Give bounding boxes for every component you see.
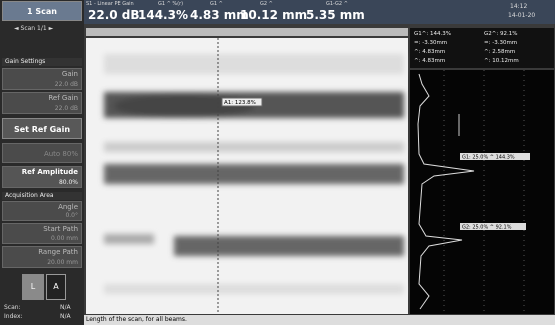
reading-value: 22.0 dB xyxy=(88,8,140,22)
label: Start Path xyxy=(43,225,78,233)
reading-value: 144.3% xyxy=(138,8,188,22)
value: 22.0 dB xyxy=(55,81,78,88)
label: Range Path xyxy=(38,248,78,256)
value: N/A xyxy=(60,304,71,311)
menu-item[interactable]: Ref Gain 22.0 dB xyxy=(2,92,82,114)
reading-value: 5.35 mm xyxy=(306,8,365,22)
label: Scan: xyxy=(4,304,21,311)
readout: =: -3.30mm xyxy=(414,40,447,46)
label: Ref Gain xyxy=(48,94,78,102)
value: 22.0 dB xyxy=(55,105,78,112)
readout: G2^: 92.1% xyxy=(484,31,517,37)
section-header: Gain Settings xyxy=(2,58,82,66)
status-text: Length of the scan, for all beams. xyxy=(86,316,187,323)
view-button[interactable]: A xyxy=(46,274,66,300)
value: 0.0° xyxy=(65,212,78,219)
readout: ^: 10.12mm xyxy=(484,58,519,64)
reading-label: G2 ^ xyxy=(260,1,273,7)
scan-selector[interactable]: ◄ Scan 1/1 ► xyxy=(14,25,53,32)
menu-item[interactable]: Gain 22.0 dB xyxy=(2,68,82,90)
screen: 1 Scan ◄ Scan 1/1 ► Gain Settings Gain 22… xyxy=(0,0,555,325)
readout: ^: 2.58mm xyxy=(484,49,515,55)
reading-label: G1-G2 ^ xyxy=(326,1,348,7)
gate-label: G1: 25.0% ^ 144.3% xyxy=(462,155,515,161)
button[interactable]: Set Ref Gain xyxy=(2,118,82,139)
label: Gain xyxy=(62,70,78,78)
time: 14:12 xyxy=(510,3,527,10)
gate-label: G2: 25.0% ^ 92.1% xyxy=(462,225,512,231)
readout: G1^: 144.3% xyxy=(414,31,451,37)
views: A1: 123.8% G1^: 144.3% G2^: 92.1% =: -3.30… xyxy=(84,24,555,315)
readout: ^: 4.83mm xyxy=(414,58,445,64)
group-label: S1 - Linear PE Gain xyxy=(86,1,134,7)
label: Angle xyxy=(58,203,78,211)
value: 20.00 mm xyxy=(47,259,78,266)
label: Auto 80% xyxy=(44,150,78,158)
reading-label: G1 ^ xyxy=(210,1,223,7)
date: 14-01-20 xyxy=(508,12,535,19)
label: Index: xyxy=(4,313,23,320)
value: 80.0% xyxy=(59,179,78,186)
menu-item[interactable]: Start Path 0.00 mm xyxy=(2,223,82,244)
menu-item[interactable]: Auto 80% xyxy=(2,143,82,163)
view-button[interactable]: L xyxy=(22,274,44,300)
readout: =: -3.30mm xyxy=(484,40,517,46)
scan-button[interactable]: 1 Scan xyxy=(2,1,82,21)
reading-label: G1 ^ %(r) xyxy=(158,1,183,7)
cursor-label: A1: 123.8% xyxy=(224,100,256,106)
menu-item[interactable]: Range Path 20.00 mm xyxy=(2,246,82,268)
menu-item[interactable]: Ref Amplitude 80.0% xyxy=(2,166,82,188)
reading-value: 10.12 mm xyxy=(240,8,307,22)
value: 0.00 mm xyxy=(51,235,78,242)
readout: ^: 4.83mm xyxy=(414,49,445,55)
section-header: Acquisition Area xyxy=(2,192,82,200)
value: N/A xyxy=(60,313,71,320)
label: Ref Amplitude xyxy=(22,168,78,176)
